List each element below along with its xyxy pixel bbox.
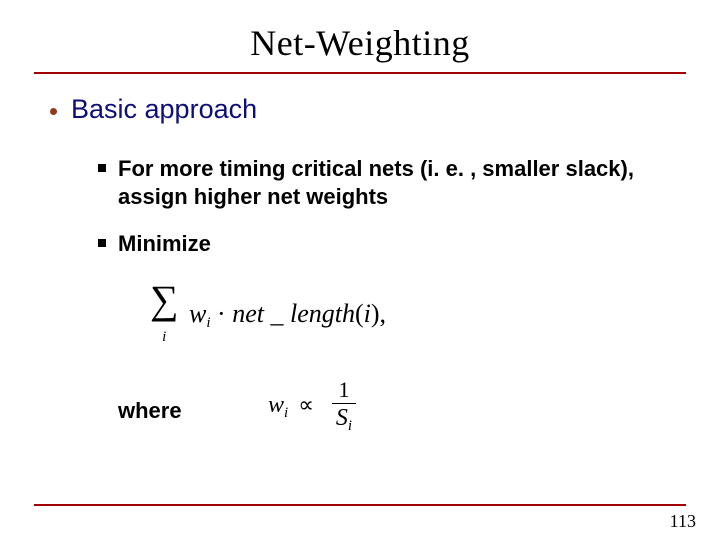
bullet-level1: Basic approach	[50, 94, 257, 125]
var-length: length	[290, 299, 355, 328]
square-bullet-icon	[98, 239, 106, 247]
level1-text: Basic approach	[71, 94, 257, 125]
title-underline	[34, 72, 686, 74]
fraction: 1 Si	[332, 378, 356, 439]
propto-symbol: ∝	[298, 392, 314, 417]
bullet-level2-item2: Minimize	[98, 230, 678, 258]
proportional-formula: wi ∝ 1 Si	[268, 378, 356, 439]
paren-open: (	[355, 299, 364, 328]
dot-bullet-icon	[50, 108, 57, 115]
var-w: w	[189, 299, 206, 328]
fraction-bar	[332, 403, 356, 404]
paren-close: )	[371, 299, 380, 328]
level2-text-2: Minimize	[118, 230, 211, 258]
arg-i: i	[364, 299, 371, 328]
sigma-icon: ∑ i	[150, 282, 179, 350]
square-bullet-icon	[98, 164, 106, 172]
fraction-numerator: 1	[332, 378, 356, 402]
slide-title: Net-Weighting	[0, 22, 720, 64]
den-S: S	[336, 405, 348, 431]
underscore: _	[264, 299, 290, 328]
footer-rule	[34, 504, 686, 506]
sub-i: i	[206, 315, 210, 331]
var-net: net	[232, 299, 264, 328]
slide: Net-Weighting Basic approach For more ti…	[0, 0, 720, 540]
level2-text-1: For more timing critical nets (i. e. , s…	[118, 155, 678, 210]
bullet-level2-item1: For more timing critical nets (i. e. , s…	[98, 155, 678, 210]
sigma-subscript: i	[162, 329, 166, 345]
where-label: where	[118, 398, 182, 424]
page-number: 113	[670, 511, 696, 532]
fraction-denominator: Si	[332, 405, 356, 439]
sub-i2: i	[284, 405, 288, 421]
den-sub: i	[348, 418, 352, 434]
var-w2: w	[268, 392, 284, 418]
comma: ,	[380, 299, 387, 328]
dot-operator: ·	[217, 299, 226, 328]
summation-formula: ∑ i wi · net _ length(i),	[150, 282, 386, 350]
